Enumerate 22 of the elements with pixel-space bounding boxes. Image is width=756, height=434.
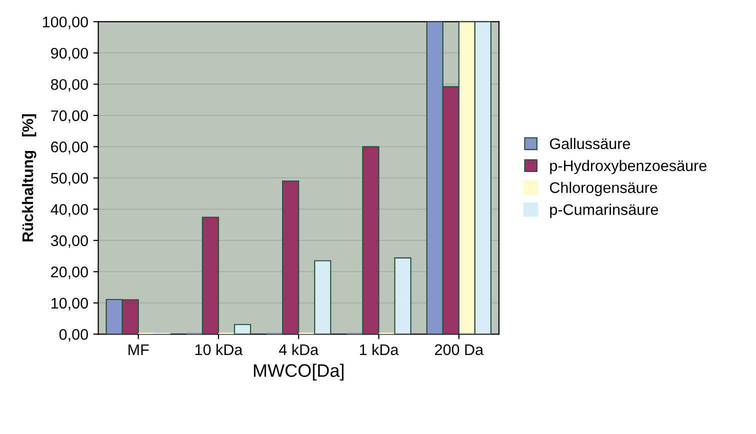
legend-label: p-Cumarinsäure <box>550 204 658 218</box>
y-tick-label: 0,00 <box>59 329 88 342</box>
y-tick-label: 40,00 <box>50 204 88 217</box>
y-tick-label: 70,00 <box>51 110 88 123</box>
x-axis-title: MWCO[Da] <box>254 364 344 381</box>
y-tick-label: 30,00 <box>50 235 88 248</box>
x-tick-label: 200 Da <box>435 344 484 356</box>
legend-label: Gallussäure <box>550 138 630 150</box>
x-tick-label: 4 kDa <box>279 344 319 356</box>
x-tick-label: 10 kDa <box>195 344 243 356</box>
y-tick-label: 10,00 <box>51 298 88 310</box>
x-tick-label: 1 kDa <box>360 344 399 356</box>
y-tick-label: 50,00 <box>50 172 88 186</box>
legend-label: p-Hydroxybenzoesäure <box>550 160 706 174</box>
y-tick-label: 90,00 <box>51 48 88 60</box>
y-axis-title: Rückhaltung [%] <box>22 114 36 242</box>
y-tick-label: 20,00 <box>51 266 88 280</box>
x-tick-label: MF <box>128 344 149 355</box>
y-tick-label: 60,00 <box>51 142 88 154</box>
legend-label: Chlorogensäure <box>550 182 658 196</box>
y-tick-label: 80,00 <box>50 79 88 92</box>
y-tick-label: 100,00 <box>43 16 88 30</box>
